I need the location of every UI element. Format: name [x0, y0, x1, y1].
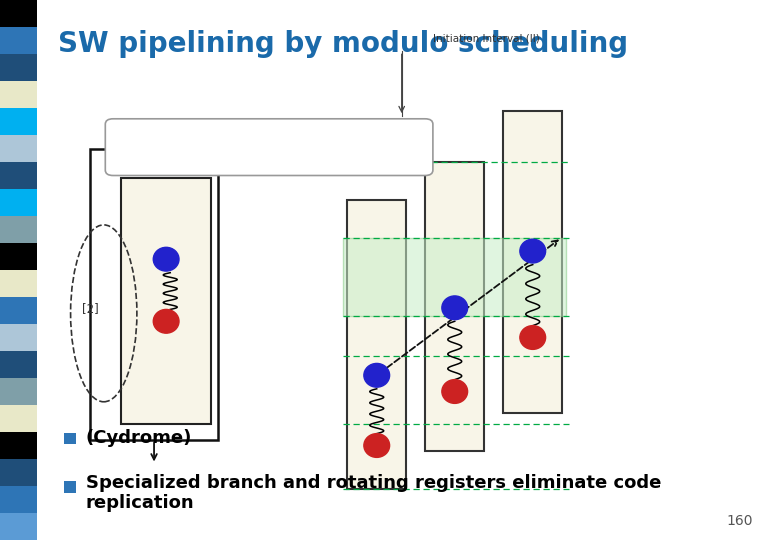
Bar [0, 189, 37, 216]
Ellipse shape [153, 247, 179, 271]
Text: Specialized branch and rotating registers eliminate code
replication: Specialized branch and rotating register… [86, 474, 661, 512]
Bar [0, 432, 37, 459]
Bar [64, 481, 76, 493]
FancyBboxPatch shape [105, 119, 433, 176]
Text: Minimum Initiation Interval (MII) =: Minimum Initiation Interval (MII) = [122, 130, 268, 139]
Bar [0, 135, 37, 162]
Bar [0, 513, 37, 540]
Ellipse shape [519, 239, 546, 263]
Bar [0, 0, 37, 27]
Bar [0, 81, 37, 108]
Text: (Cydrome): (Cydrome) [86, 429, 192, 448]
Bar [0, 243, 37, 270]
Bar [0, 378, 37, 405]
Bar [0, 108, 37, 135]
Bar [0, 351, 37, 378]
Bar [90, 148, 218, 440]
Text: 160: 160 [726, 514, 753, 528]
Text: SW pipelining by modulo scheduling: SW pipelining by modulo scheduling [58, 30, 629, 58]
Ellipse shape [153, 309, 179, 333]
Bar [0, 162, 37, 189]
Bar [0, 27, 37, 54]
Bar [0, 405, 37, 432]
Bar [0, 270, 37, 297]
Bar [121, 178, 211, 424]
Bar [64, 433, 76, 444]
Text: MAX(Resource-constrained MII, Recurrence-constrained MII): MAX(Resource-constrained MII, Recurrence… [122, 145, 375, 154]
Ellipse shape [363, 363, 390, 387]
Ellipse shape [441, 380, 467, 403]
Bar [0, 486, 37, 513]
Text: [2]: [2] [82, 302, 98, 315]
Ellipse shape [363, 434, 390, 457]
Bar [0, 324, 37, 351]
Bar [0, 216, 37, 243]
Bar [503, 111, 562, 413]
Bar [343, 238, 566, 316]
Ellipse shape [519, 326, 546, 349]
Bar [0, 54, 37, 81]
Text: Initiation Interval (II): Initiation Interval (II) [433, 33, 540, 43]
Bar [425, 162, 484, 451]
Bar [0, 297, 37, 324]
Ellipse shape [441, 296, 467, 320]
Bar [347, 200, 406, 489]
Bar [0, 459, 37, 486]
